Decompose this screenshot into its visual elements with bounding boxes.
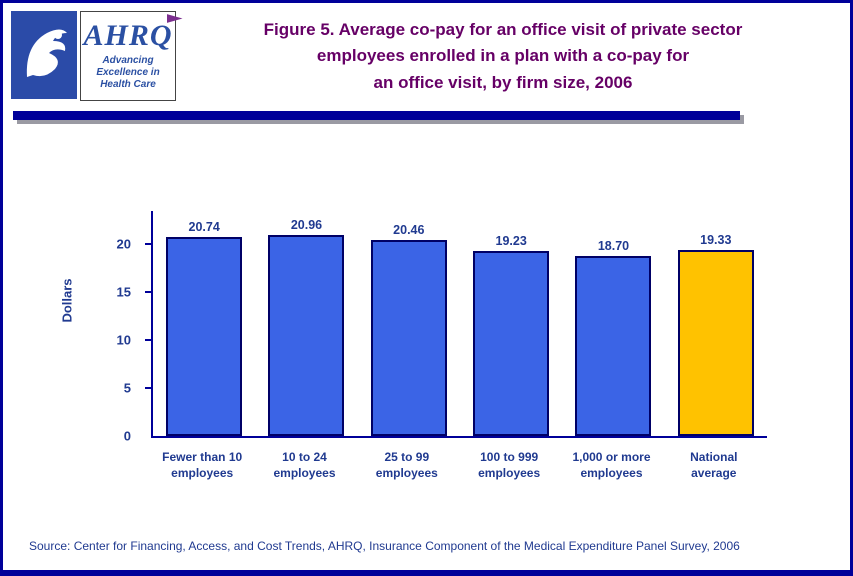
bar <box>473 251 550 436</box>
bar-value-label: 18.70 <box>597 239 630 254</box>
bar <box>268 234 345 436</box>
bar <box>677 250 754 436</box>
bar-value-label: 20.96 <box>290 217 323 232</box>
bars-container: 20.74 20.96 20.46 19.23 18.70 19.33 <box>153 211 767 436</box>
figure-title-line2: employees enrolled in a plan with a co-p… <box>316 46 690 66</box>
figure-title: Figure 5. Average co-pay for an office v… <box>168 17 838 96</box>
ahrq-tagline-line2: Excellence in <box>96 67 160 78</box>
ahrq-flag-icon <box>166 14 183 23</box>
category-label: 25 to 99 employees <box>375 450 438 481</box>
y-tick-label: 15 <box>116 284 131 300</box>
hhs-eagle-icon <box>11 11 77 99</box>
y-tick-label: 10 <box>116 332 131 348</box>
hhs-logo <box>11 11 77 99</box>
ahrq-wordmark-text: AHRQ <box>83 19 173 52</box>
x-axis-category-labels: Fewer than 10 employees 10 to 24 employees 2… <box>151 449 765 481</box>
y-tick-mark <box>145 387 151 389</box>
category-label: Fewer than 10 employees <box>162 450 243 481</box>
bar <box>575 256 652 436</box>
ahrq-wordmark: AHRQ <box>83 14 183 52</box>
category-label: 1,000 or more employees <box>572 450 651 481</box>
y-axis-tick-labels: 0 5 10 15 20 <box>99 211 143 444</box>
y-tick-label: 20 <box>116 236 131 252</box>
y-tick-mark <box>145 291 151 293</box>
bar-column: 20.96 <box>255 211 357 436</box>
y-tick-label: 0 <box>123 428 131 444</box>
y-axis-title: Dollars <box>59 278 75 323</box>
header-logos: AHRQ Advancing Excellence in Health Care <box>11 11 183 101</box>
ahrq-tagline-line1: Advancing <box>102 55 154 66</box>
figure-title-line1: Figure 5. Average co-pay for an office v… <box>263 20 743 39</box>
y-tick-mark <box>145 339 151 341</box>
y-tick-label: 5 <box>123 380 131 396</box>
category-label: 10 to 24 employees <box>273 450 336 481</box>
bar-column: 19.33 <box>665 211 767 436</box>
bar-value-label: 19.33 <box>700 233 732 248</box>
ahrq-logo: AHRQ Advancing Excellence in Health Care <box>80 11 183 101</box>
y-tick-mark <box>145 243 151 245</box>
bar-value-label: 20.46 <box>393 222 425 237</box>
plot-area: 20.74 20.96 20.46 19.23 18.70 19.33 <box>145 211 767 438</box>
source-note: Source: Center for Financing, Access, an… <box>29 539 740 553</box>
category-label: National average <box>690 450 738 481</box>
bar-column: 20.74 <box>153 211 255 436</box>
ahrq-tagline: Advancing Excellence in Health Care <box>96 55 159 91</box>
bar-column: 18.70 <box>562 211 664 436</box>
bar-column: 20.46 <box>358 211 460 436</box>
title-underline-bar <box>13 111 740 120</box>
bar <box>166 236 243 436</box>
bar-value-label: 19.23 <box>495 234 527 249</box>
figure-title-line3: an office visit, by firm size, 2006 <box>373 72 633 92</box>
category-label: 100 to 999 employees <box>478 450 541 481</box>
bar <box>370 239 447 436</box>
bar-column: 19.23 <box>460 211 562 436</box>
ahrq-tagline-line3: Health Care <box>100 79 156 90</box>
bar-value-label: 20.74 <box>188 219 220 234</box>
